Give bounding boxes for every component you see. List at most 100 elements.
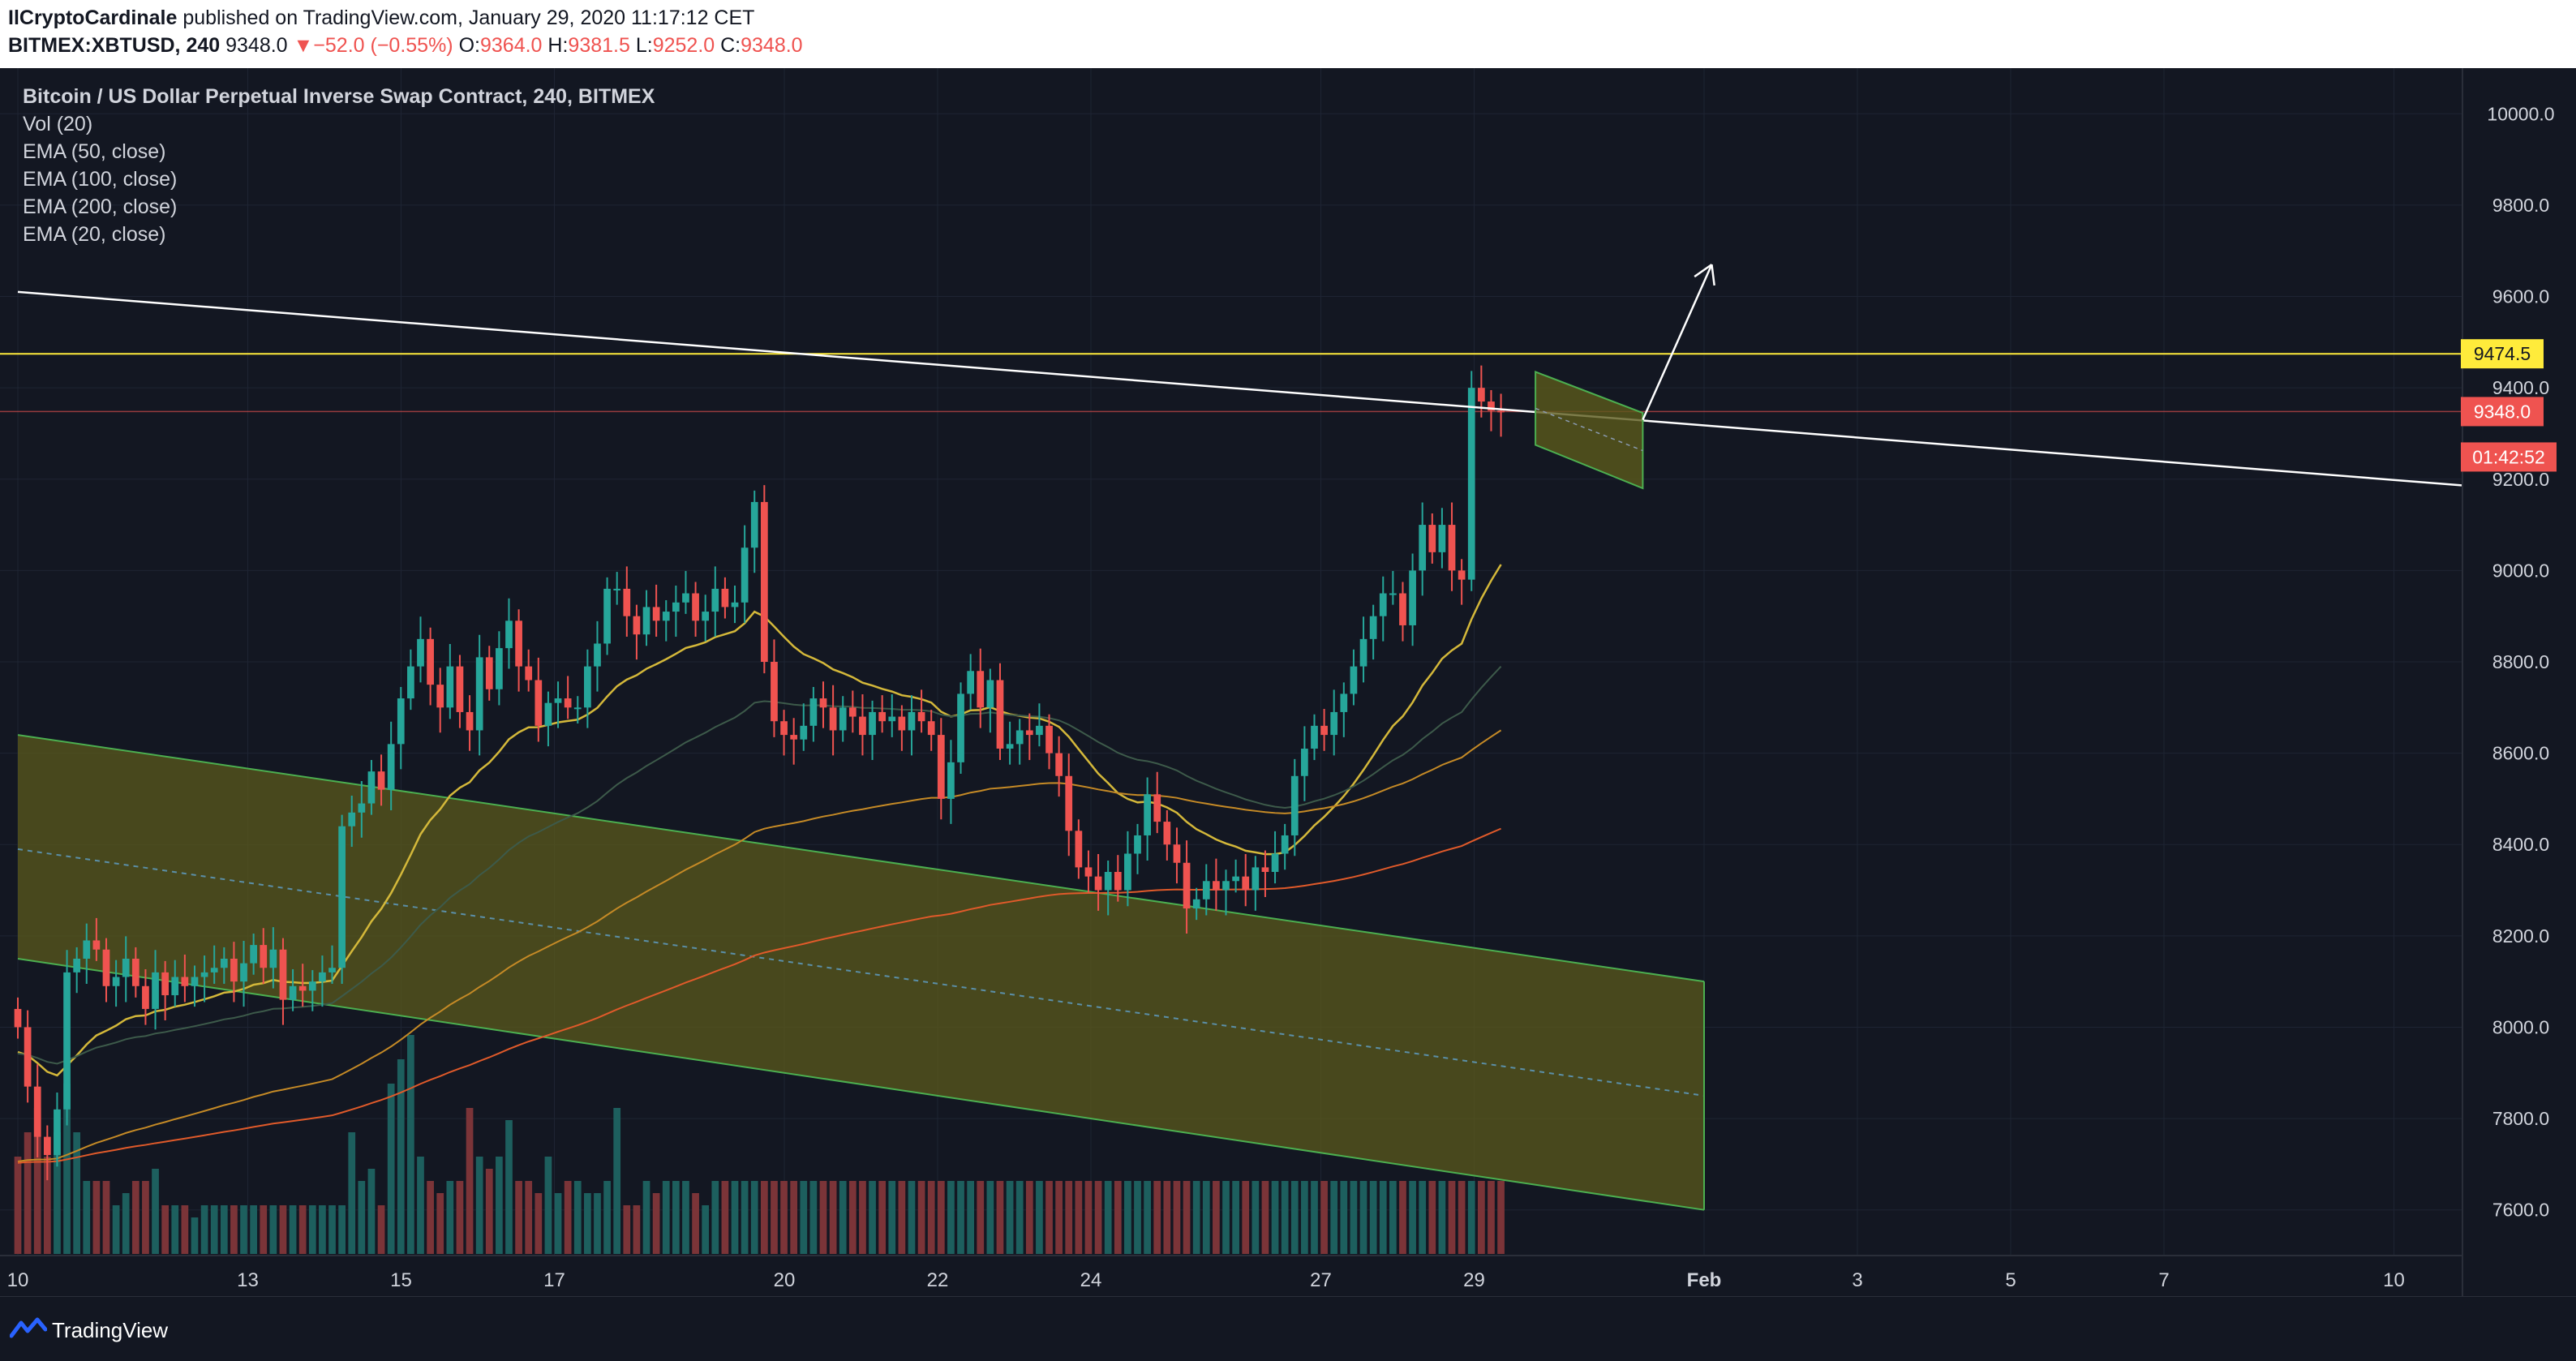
candle-body xyxy=(721,588,729,608)
candle-body xyxy=(1467,388,1475,580)
candle-body xyxy=(161,972,170,996)
candle-body xyxy=(1330,711,1338,736)
legend-ema-20[interactable]: EMA (20, close) xyxy=(23,223,166,246)
volume-bar xyxy=(1055,1181,1063,1254)
legend-volume[interactable]: Vol (20) xyxy=(23,113,93,135)
candle-body xyxy=(1448,525,1456,571)
candle-body xyxy=(1045,725,1053,753)
time-tick-label: Feb xyxy=(1687,1269,1722,1291)
candle-body xyxy=(839,707,847,731)
candle-body xyxy=(535,680,543,726)
candle-body xyxy=(24,1027,32,1087)
volume-bar xyxy=(800,1181,808,1254)
volume-bar xyxy=(525,1181,533,1254)
close-label: C: xyxy=(720,34,741,57)
level-badge: 9474.5 xyxy=(2461,339,2544,369)
price-chart[interactable]: 7600.0 7800.0 8000.0 8200.0 8400.0 8600.0 8800… xyxy=(0,68,2576,1296)
volume-bar xyxy=(308,1205,316,1254)
volume-bar xyxy=(1192,1181,1200,1254)
volume-bar xyxy=(780,1181,788,1254)
candle-body xyxy=(377,771,385,790)
candle-body xyxy=(711,588,719,612)
candle-body xyxy=(485,657,493,689)
volume-bar xyxy=(613,1108,621,1254)
volume-bar xyxy=(1301,1181,1308,1254)
volume-bar xyxy=(1350,1181,1358,1254)
candle-body xyxy=(1192,899,1200,909)
countdown-badge: 01:42:52 xyxy=(2461,442,2557,472)
candle-body xyxy=(1369,616,1377,639)
time-tick-label: 27 xyxy=(1310,1269,1332,1291)
volume-bar xyxy=(142,1181,149,1254)
author-name[interactable]: IlCryptoCardinale xyxy=(8,6,178,29)
legend-ema-100[interactable]: EMA (100, close) xyxy=(23,168,178,191)
channel-upper-line xyxy=(17,734,1705,983)
volume-bar xyxy=(662,1181,670,1254)
candle-body xyxy=(191,977,199,986)
volume-bar xyxy=(73,1132,81,1254)
volume-bar xyxy=(43,1157,51,1254)
volume-bar xyxy=(1261,1181,1269,1254)
volume-bar xyxy=(839,1181,847,1254)
ema-lines xyxy=(17,564,1502,1164)
volume-bar xyxy=(1497,1181,1505,1254)
candle-body xyxy=(1055,753,1063,776)
candle-body xyxy=(642,607,650,635)
candle-body xyxy=(1213,881,1220,891)
volume-bar xyxy=(1271,1181,1279,1254)
price-axis[interactable] xyxy=(2462,68,2576,1296)
volume-bar xyxy=(535,1193,543,1254)
tradingview-logo-icon[interactable] xyxy=(10,1316,47,1341)
volume-bar xyxy=(240,1205,247,1254)
candle-body xyxy=(544,702,552,726)
legend-ema-200[interactable]: EMA (200, close) xyxy=(23,195,178,218)
volume-bar xyxy=(967,1181,975,1254)
candle-body xyxy=(152,972,159,1009)
candle-body xyxy=(957,693,964,762)
candle-body xyxy=(1015,730,1024,745)
volume-bar xyxy=(328,1205,336,1254)
price-change: ▼−52.0 (−0.55%) xyxy=(293,34,453,57)
candle-body xyxy=(407,666,414,699)
candle-body xyxy=(1202,881,1210,899)
volume-bar xyxy=(466,1108,474,1254)
candle-body xyxy=(417,638,424,667)
volume-bar xyxy=(1213,1181,1220,1254)
candle-body xyxy=(731,602,739,608)
candle-body xyxy=(878,711,887,722)
candle-body xyxy=(525,666,533,680)
volume-bar xyxy=(63,1084,71,1254)
candle-body xyxy=(927,721,935,736)
volume-bar xyxy=(711,1181,719,1254)
volume-bar xyxy=(692,1193,699,1254)
candle-body xyxy=(584,666,591,708)
candle-body xyxy=(466,711,474,731)
volume-bar xyxy=(92,1181,101,1254)
volume-bar xyxy=(1242,1181,1250,1254)
time-tick-label: 3 xyxy=(1852,1269,1862,1291)
open-label: O: xyxy=(458,34,480,57)
volume-bar xyxy=(505,1120,513,1254)
candle-body xyxy=(505,620,513,649)
volume-bar xyxy=(1340,1181,1348,1254)
volume-bar xyxy=(790,1181,798,1254)
candle-body xyxy=(1399,593,1406,625)
price-badge: 9348.0 xyxy=(2461,397,2544,427)
candle-body xyxy=(298,985,307,991)
candle-body xyxy=(573,707,582,710)
candle-body xyxy=(171,977,179,996)
time-axis-labels[interactable]: 10 13 15 17 20 22 24 27 29 Feb 3 5 7 10 xyxy=(7,1269,2405,1291)
volume-bar xyxy=(623,1205,631,1254)
footer-brand[interactable]: TradingView xyxy=(52,1318,169,1342)
volume-bar xyxy=(652,1193,660,1254)
volume-bar xyxy=(181,1205,189,1254)
legend-ema-50[interactable]: EMA (50, close) xyxy=(23,140,166,163)
open-value: 9364.0 xyxy=(480,34,543,57)
candle-body xyxy=(73,959,81,972)
candle-body xyxy=(348,812,356,826)
volume-bar xyxy=(102,1181,110,1254)
candle-body xyxy=(131,959,140,986)
candle-body xyxy=(986,680,994,708)
candle-body xyxy=(1428,525,1436,552)
volume-bar xyxy=(298,1205,307,1254)
